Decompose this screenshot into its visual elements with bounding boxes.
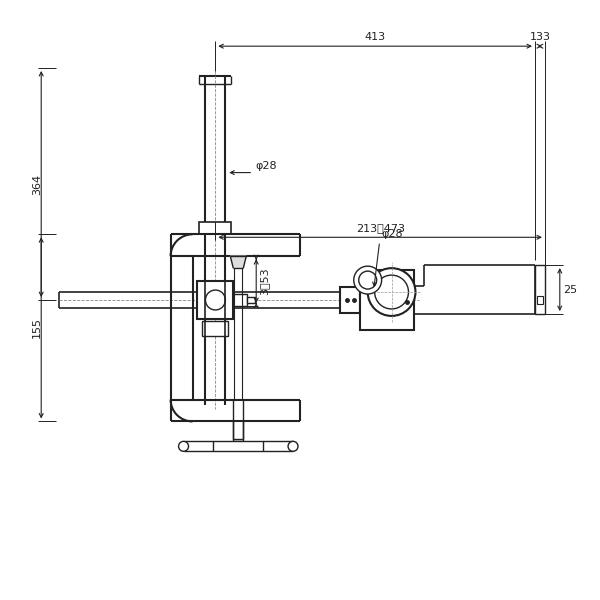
Text: φ28: φ28 [382, 229, 403, 239]
Bar [247, 297, 255, 303]
Text: 364: 364 [32, 173, 42, 194]
Text: 413: 413 [365, 32, 386, 42]
Bar [199, 223, 232, 235]
Bar [197, 281, 233, 319]
Circle shape [374, 275, 409, 309]
Bar [535, 265, 545, 314]
Circle shape [354, 266, 382, 294]
Bar [202, 321, 229, 336]
Circle shape [368, 268, 415, 316]
Text: 3～53: 3～53 [259, 267, 269, 295]
Text: 133: 133 [529, 32, 550, 42]
Bar [360, 270, 415, 330]
Bar [537, 296, 543, 304]
Text: 155: 155 [32, 317, 42, 338]
Text: φ28: φ28 [255, 161, 277, 170]
Text: 25: 25 [563, 284, 577, 295]
Polygon shape [230, 256, 246, 268]
Circle shape [359, 271, 377, 289]
Circle shape [205, 290, 226, 310]
Bar [340, 287, 360, 313]
Text: 213～473: 213～473 [356, 223, 404, 233]
Bar [214, 442, 263, 451]
Bar [233, 294, 247, 306]
Circle shape [179, 442, 188, 451]
Circle shape [288, 442, 298, 451]
